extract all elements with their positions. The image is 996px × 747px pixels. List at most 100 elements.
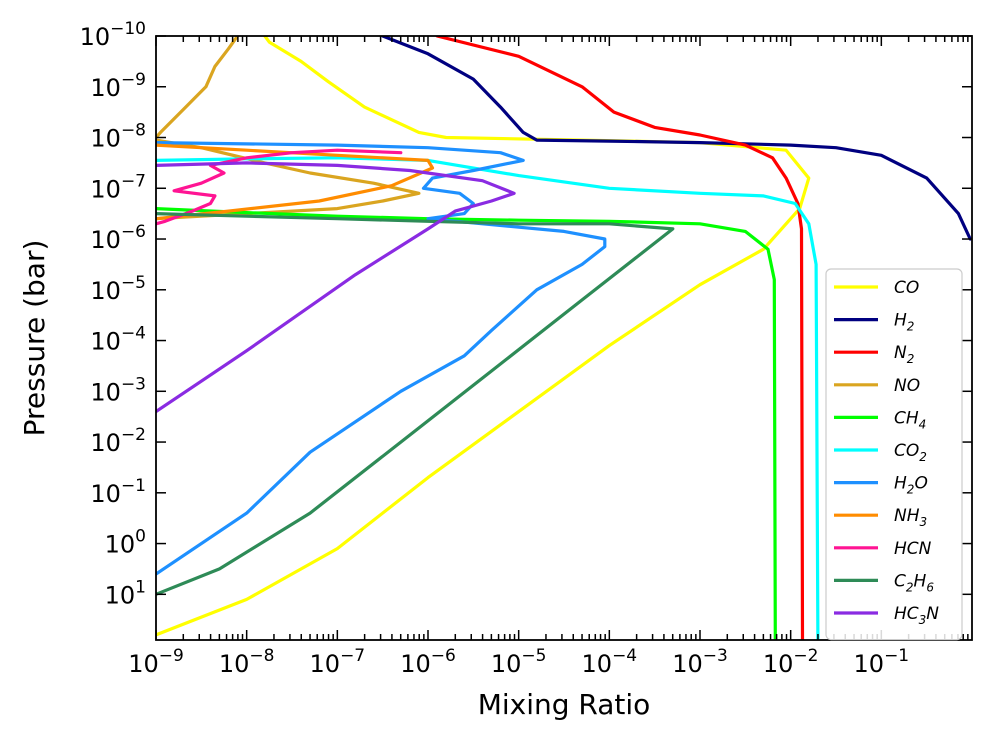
legend-label-part: 2 xyxy=(906,580,914,594)
legend-label: NH3 xyxy=(894,506,927,529)
legend-label: CO2 xyxy=(894,441,927,464)
y-tick-label: 10−3 xyxy=(90,374,146,406)
legend-label-part: H xyxy=(914,571,927,591)
legend-label-part: 2 xyxy=(907,320,915,334)
legend-label-part: H xyxy=(894,474,907,494)
legend-label: H2O xyxy=(894,474,928,497)
y-tick-label: 10−7 xyxy=(90,171,146,203)
legend-label-part: 4 xyxy=(919,417,927,431)
x-tick-exponent: −2 xyxy=(793,646,818,666)
y-tick-base: 10 xyxy=(105,581,136,609)
y-tick-label: 10−9 xyxy=(90,70,146,102)
series-line-CO2 xyxy=(156,156,820,640)
x-tick-exponent: −7 xyxy=(340,646,365,666)
legend-label-part: 2 xyxy=(907,352,915,366)
series-line-CH4 xyxy=(156,207,777,640)
x-tick-exponent: −5 xyxy=(521,646,546,666)
plot-frame xyxy=(155,35,973,641)
legend-label-part: 6 xyxy=(926,580,934,594)
y-tick-exponent: −4 xyxy=(121,324,146,344)
y-tick-base: 10 xyxy=(90,480,121,508)
series-line-H2O xyxy=(156,141,607,576)
legend-label-part: CO xyxy=(894,441,919,461)
legend-item-HC3N: HC3N xyxy=(834,604,939,627)
legend-item-C2H6: C2H6 xyxy=(834,571,934,594)
x-tick-label: 10−5 xyxy=(491,646,547,678)
x-tick-label: 10−4 xyxy=(582,646,638,678)
series-line-CO xyxy=(156,36,811,637)
x-tick-label: 10−2 xyxy=(763,646,819,678)
x-tick-exponent: −8 xyxy=(249,646,274,666)
legend-item-H2O: H2O xyxy=(834,474,928,497)
legend-label-part: CO xyxy=(894,278,919,298)
x-tick-label: 10−9 xyxy=(128,646,184,678)
legend-item-NO: NO xyxy=(834,376,920,396)
legend-label-part: C xyxy=(894,571,906,591)
legend-item-HCN: HCN xyxy=(834,539,932,559)
y-axis-label: Pressure (bar) xyxy=(18,240,51,437)
y-tick-base: 10 xyxy=(90,226,121,254)
legend-label-part: N xyxy=(926,604,939,624)
y-tick-labels: 10−1010−910−810−710−610−510−410−310−210−… xyxy=(80,19,146,609)
y-tick-label: 10−6 xyxy=(90,222,146,254)
x-tick-exponent: −3 xyxy=(703,646,728,666)
y-tick-base: 10 xyxy=(90,175,121,203)
series-line-NO_lower xyxy=(156,138,421,221)
y-tick-exponent: 0 xyxy=(135,527,146,547)
series-line-HCN xyxy=(156,148,403,226)
series-line-NO xyxy=(156,36,240,140)
legend-label-part: O xyxy=(914,474,927,494)
legend-label-part: 3 xyxy=(919,613,927,627)
legend-label: HCN xyxy=(894,539,932,559)
y-tick-exponent: 1 xyxy=(135,577,146,597)
legend-item-CO2: CO2 xyxy=(834,441,927,464)
y-tick-exponent: −9 xyxy=(121,70,146,90)
x-tick-label: 10−8 xyxy=(219,646,275,678)
x-tick-label: 10−3 xyxy=(672,646,728,678)
series-line-C2H6 xyxy=(156,212,675,596)
y-tick-exponent: −10 xyxy=(110,19,146,39)
x-tick-base: 10 xyxy=(128,650,159,678)
y-tick-label: 10−5 xyxy=(90,273,146,305)
x-tick-label: 10−7 xyxy=(310,646,366,678)
y-tick-base: 10 xyxy=(90,328,121,356)
x-tick-base: 10 xyxy=(310,650,341,678)
legend-label: N2 xyxy=(894,343,914,366)
legend-label: HC3N xyxy=(894,604,939,627)
x-tick-labels: 10−9 10−8 10−7 10−6 10−5 10−4 10−3 10−2 10−1 xyxy=(128,646,909,678)
x-tick-exponent: −9 xyxy=(159,646,184,666)
y-tick-exponent: −7 xyxy=(121,171,146,191)
legend-label-part: HCN xyxy=(894,539,932,559)
legend-label: CO xyxy=(894,278,919,298)
legend-item-N2: N2 xyxy=(834,343,914,366)
y-tick-label: 10−10 xyxy=(80,19,146,51)
legend-label-part: H xyxy=(894,311,907,331)
y-tick-base: 10 xyxy=(90,429,121,457)
x-axis-label: Mixing Ratio xyxy=(478,688,651,721)
legend-item-CH4: CH4 xyxy=(834,408,926,431)
x-tick-base: 10 xyxy=(582,650,613,678)
legend-label-part: 2 xyxy=(907,483,915,497)
legend-item-CO: CO xyxy=(834,278,919,298)
legend-label: H2 xyxy=(894,311,914,334)
x-tick-base: 10 xyxy=(763,650,794,678)
x-tick-base: 10 xyxy=(400,650,431,678)
y-tick-exponent: −2 xyxy=(121,425,146,445)
legend-item-NH3: NH3 xyxy=(834,506,927,529)
y-tick-label: 10−1 xyxy=(90,476,146,508)
y-tick-exponent: −5 xyxy=(121,273,146,293)
y-tick-base: 10 xyxy=(90,378,121,406)
y-tick-label: 101 xyxy=(105,577,146,609)
x-tick-base: 10 xyxy=(491,650,522,678)
x-tick-exponent: −1 xyxy=(884,646,909,666)
y-tick-base: 10 xyxy=(105,531,136,559)
y-tick-exponent: −8 xyxy=(121,121,146,141)
series-line-HC3N xyxy=(156,161,516,414)
legend-label-part: NH xyxy=(894,506,920,526)
y-tick-base: 10 xyxy=(90,277,121,305)
series-line-H2 xyxy=(381,36,972,241)
x-tick-label: 10−6 xyxy=(400,646,456,678)
y-tick-base: 10 xyxy=(90,74,121,102)
